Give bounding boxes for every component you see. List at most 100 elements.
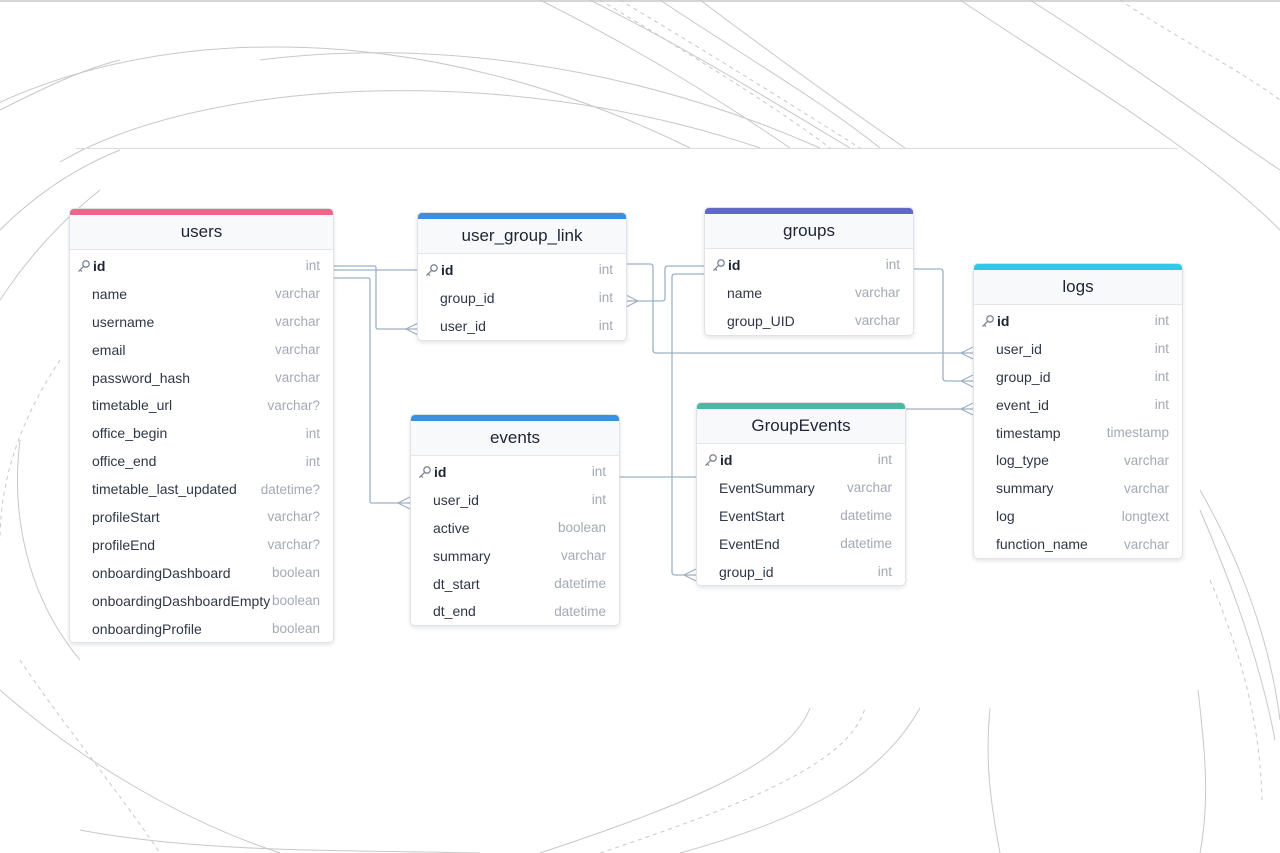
table-GroupEvents[interactable]: GroupEvents id int EventSummary varchar Even…	[696, 402, 906, 587]
column-name-cell: dt_end	[433, 603, 476, 619]
primary-key-row[interactable]: id int	[411, 458, 619, 486]
table-user_group_link[interactable]: user_group_link id int group_id int user_id i…	[417, 212, 627, 341]
column-name: id	[441, 261, 454, 278]
column-row[interactable]: dt_end datetime	[411, 597, 619, 625]
column-name: log	[996, 508, 1015, 525]
column-type: int	[305, 258, 320, 274]
column-name: id	[434, 463, 447, 480]
table-title: user_group_link	[461, 226, 583, 245]
table-logs[interactable]: logs id int user_id int group_id int event_id i…	[973, 263, 1183, 560]
table-header[interactable]: users	[70, 209, 333, 250]
relation-groups-user_group_link	[626, 265, 704, 302]
column-name: EventEnd	[719, 535, 780, 552]
column-type: varchar	[1123, 452, 1169, 468]
column-row[interactable]: password_hash varchar	[70, 364, 333, 392]
column-row[interactable]: profileStart varchar?	[70, 503, 333, 531]
column-list: id int user_id int group_id int event_id int tim…	[974, 305, 1182, 558]
primary-key-row[interactable]: id int	[70, 252, 333, 280]
column-row[interactable]: summary varchar	[974, 474, 1182, 502]
column-list: id int name varchar username varchar email varc…	[70, 250, 333, 642]
canvas-boundary	[76, 148, 1178, 149]
column-name: log_type	[996, 452, 1049, 469]
primary-key-row[interactable]: id int	[705, 251, 913, 279]
column-name-cell: log	[996, 508, 1015, 524]
column-type: varchar	[1123, 536, 1169, 552]
column-row[interactable]: email varchar	[70, 336, 333, 364]
column-type: int	[591, 492, 606, 508]
table-header[interactable]: user_group_link	[418, 213, 626, 254]
column-row[interactable]: timetable_url varchar?	[70, 391, 333, 419]
column-name-cell: user_id	[996, 341, 1042, 357]
column-row[interactable]: user_id int	[418, 312, 626, 340]
column-name: summary	[996, 480, 1054, 497]
column-row[interactable]: username varchar	[70, 308, 333, 336]
column-row[interactable]: function_name varchar	[974, 530, 1182, 558]
column-name-cell: profileStart	[92, 509, 160, 525]
column-type: int	[305, 453, 320, 469]
column-row[interactable]: group_UID varchar	[705, 307, 913, 335]
primary-key-row[interactable]: id int	[418, 256, 626, 284]
column-type: varchar	[560, 548, 606, 564]
column-name-cell: user_id	[440, 318, 486, 334]
table-events[interactable]: events id int user_id int active boolean summa…	[410, 414, 620, 627]
column-row[interactable]: user_id int	[411, 486, 619, 514]
column-name-cell: timestamp	[996, 425, 1061, 441]
column-name: name	[92, 285, 128, 302]
column-row[interactable]: summary varchar	[411, 542, 619, 570]
column-row[interactable]: event_id int	[974, 391, 1182, 419]
column-row[interactable]: dt_start datetime	[411, 570, 619, 598]
column-row[interactable]: log_type varchar	[974, 446, 1182, 474]
column-row[interactable]: onboardingDashboard boolean	[70, 559, 333, 587]
column-name: EventSummary	[719, 479, 815, 496]
relation-groups-logs	[912, 268, 973, 382]
column-type: int	[305, 425, 320, 441]
column-row[interactable]: onboardingProfile boolean	[70, 615, 333, 643]
column-row[interactable]: group_id int	[974, 363, 1182, 391]
table-groups[interactable]: groups id int name varchar group_UID varchar	[704, 207, 914, 336]
column-name-cell: timetable_last_updated	[92, 481, 237, 497]
column-row[interactable]: office_end int	[70, 447, 333, 475]
column-row[interactable]: office_begin int	[70, 419, 333, 447]
table-header[interactable]: GroupEvents	[697, 403, 905, 444]
key-icon	[426, 264, 438, 276]
column-name: group_id	[996, 368, 1051, 385]
table-header[interactable]: events	[411, 415, 619, 456]
column-row[interactable]: onboardingDashboardEmpty boolean	[70, 587, 333, 615]
column-row[interactable]: active boolean	[411, 514, 619, 542]
column-row[interactable]: timestamp timestamp	[974, 419, 1182, 447]
column-type: varchar	[274, 370, 320, 385]
primary-key-row[interactable]: id int	[697, 446, 905, 474]
column-row[interactable]: profileEnd varchar?	[70, 531, 333, 559]
column-row[interactable]: name varchar	[70, 280, 333, 308]
relation-users-user_group_link	[333, 265, 418, 330]
column-row[interactable]: name varchar	[705, 279, 913, 307]
column-name: onboardingDashboard	[92, 564, 231, 581]
column-row[interactable]: group_id int	[418, 284, 626, 312]
column-name-cell: profileEnd	[92, 537, 155, 553]
column-type: boolean	[557, 520, 606, 536]
column-row[interactable]: EventStart datetime	[697, 502, 905, 530]
column-name: timetable_last_updated	[92, 481, 237, 498]
column-name-cell: name	[727, 285, 762, 301]
column-type: int	[885, 257, 900, 273]
column-row[interactable]: group_id int	[697, 558, 905, 586]
column-type: varchar	[274, 314, 320, 330]
column-name-cell: dt_start	[433, 576, 480, 592]
column-name-cell: EventEnd	[719, 536, 780, 552]
column-row[interactable]: user_id int	[974, 335, 1182, 363]
table-header[interactable]: groups	[705, 208, 913, 249]
column-name-cell: id	[418, 464, 446, 480]
column-row[interactable]: EventEnd datetime	[697, 530, 905, 558]
column-list: id int user_id int active boolean summary varch…	[411, 456, 619, 625]
column-name: onboardingDashboardEmpty	[92, 592, 271, 609]
column-row[interactable]: timetable_last_updated datetime?	[70, 475, 333, 503]
column-name-cell: id	[981, 313, 1009, 329]
column-row[interactable]: log longtext	[974, 502, 1182, 530]
column-name: summary	[433, 547, 491, 564]
column-row[interactable]: EventSummary varchar	[697, 474, 905, 502]
table-users[interactable]: users id int name varchar username varchar ema…	[69, 208, 334, 644]
column-name-cell: EventStart	[719, 508, 784, 524]
table-header[interactable]: logs	[974, 264, 1182, 305]
primary-key-row[interactable]: id int	[974, 307, 1182, 335]
column-name: id	[997, 312, 1010, 329]
